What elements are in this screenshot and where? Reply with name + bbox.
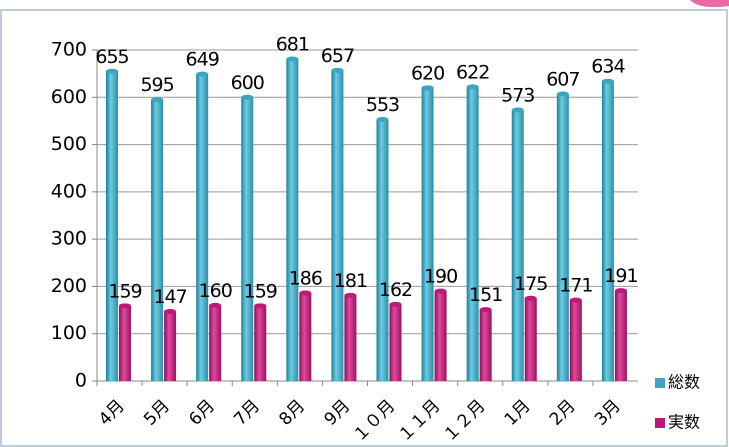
data-label: 147 xyxy=(153,286,186,308)
data-label: 553 xyxy=(366,94,399,116)
bar xyxy=(421,87,434,381)
bar-top xyxy=(556,91,569,97)
data-label: 681 xyxy=(276,33,309,55)
y-tick-label: 500 xyxy=(51,133,87,155)
bar-top xyxy=(421,85,434,91)
bar-top xyxy=(376,117,389,123)
legend-label: 実数 xyxy=(668,413,700,432)
bar-top xyxy=(196,71,209,77)
bar-top xyxy=(614,288,627,294)
bar-top xyxy=(106,68,118,74)
bar-top xyxy=(331,67,344,73)
bar-top xyxy=(569,297,582,303)
y-tick-label: 700 xyxy=(51,39,87,61)
y-tick-label: 600 xyxy=(51,86,87,108)
data-label: 600 xyxy=(231,72,264,94)
y-tick-label: 400 xyxy=(51,180,87,202)
data-label: 162 xyxy=(379,279,412,301)
data-label: 160 xyxy=(199,280,232,302)
bar xyxy=(479,309,492,381)
data-label: 657 xyxy=(321,45,354,67)
data-label: 595 xyxy=(140,74,173,96)
legend-swatch xyxy=(655,378,665,388)
data-label: 191 xyxy=(604,265,637,287)
bar-top xyxy=(151,97,164,103)
data-label: 186 xyxy=(289,268,322,290)
data-label: 181 xyxy=(334,270,367,292)
bar xyxy=(106,71,118,382)
data-label: 159 xyxy=(244,280,277,302)
bar-top xyxy=(344,292,357,298)
bar xyxy=(556,93,569,382)
bar-top xyxy=(601,78,614,84)
data-label: 634 xyxy=(591,56,625,78)
bar xyxy=(331,70,344,381)
data-label: 171 xyxy=(559,275,592,297)
data-label: 620 xyxy=(411,62,444,84)
bar-top xyxy=(286,56,299,62)
bar-top xyxy=(434,288,447,294)
bar-top xyxy=(209,302,222,308)
data-label: 573 xyxy=(501,85,534,107)
data-label: 159 xyxy=(108,280,141,302)
bar xyxy=(254,305,267,381)
bar xyxy=(376,119,389,381)
bar xyxy=(344,295,357,381)
data-label: 622 xyxy=(456,61,489,83)
bar xyxy=(434,291,447,381)
bar xyxy=(614,290,627,381)
bar xyxy=(196,74,209,381)
y-tick-label: 0 xyxy=(75,370,87,392)
bar-top xyxy=(479,307,492,313)
y-tick-label: 200 xyxy=(51,275,87,297)
bar-top xyxy=(241,94,254,100)
data-label: 607 xyxy=(546,68,579,90)
bar xyxy=(569,300,582,381)
y-tick-label: 100 xyxy=(51,322,87,344)
bar xyxy=(511,110,524,381)
bar xyxy=(299,293,312,381)
bar xyxy=(389,304,402,381)
bar xyxy=(151,99,164,382)
bar xyxy=(466,86,479,381)
data-label: 655 xyxy=(95,46,128,68)
bar xyxy=(209,305,222,381)
bar-top xyxy=(524,295,537,301)
data-label: 649 xyxy=(186,49,219,71)
bar-top xyxy=(164,308,177,314)
data-label: 151 xyxy=(469,284,502,306)
bar-top xyxy=(254,303,267,309)
decoration xyxy=(690,0,729,8)
data-label: 175 xyxy=(514,273,547,295)
bar xyxy=(601,81,614,382)
bar xyxy=(286,58,299,382)
bar xyxy=(119,305,131,381)
data-label: 190 xyxy=(424,266,457,288)
bar xyxy=(524,298,537,381)
bar xyxy=(241,97,254,382)
legend-label: 総数 xyxy=(668,373,700,392)
bar-top xyxy=(466,84,479,90)
y-tick-label: 300 xyxy=(51,228,87,250)
bar-top xyxy=(119,303,131,309)
bar-top xyxy=(389,301,402,307)
legend-swatch xyxy=(655,418,665,428)
bar-top xyxy=(511,107,524,113)
bar-top xyxy=(299,290,312,296)
bar xyxy=(164,311,177,381)
